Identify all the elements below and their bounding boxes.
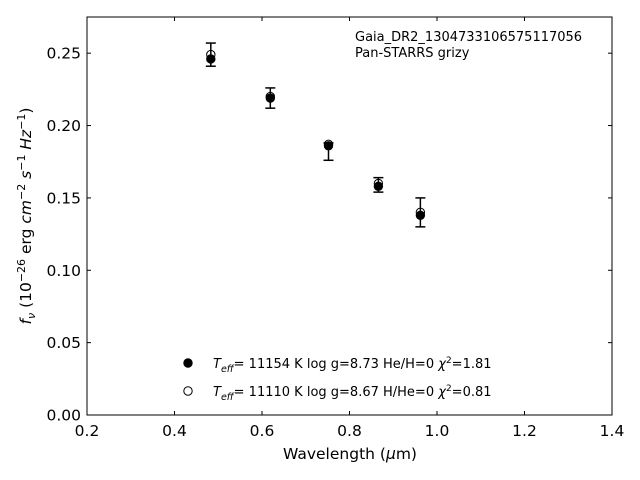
x-tick-label: 0.4 xyxy=(162,422,187,440)
x-tick-label: 1.4 xyxy=(600,422,625,440)
x-tick-label: 1.0 xyxy=(425,422,450,440)
data-points xyxy=(206,49,426,220)
open-model-point xyxy=(265,91,276,102)
open-model-point xyxy=(373,178,384,189)
object-name-annotation: Gaia_DR2_1304733106575117056 xyxy=(355,30,582,45)
legend-entry: Teff= 11154 K log g=8.73 He/H=0 χ2=1.81 xyxy=(213,356,492,375)
y-tick-label: 0.25 xyxy=(46,45,81,63)
legend: Teff= 11154 K log g=8.73 He/H=0 χ2=1.81 T… xyxy=(183,356,492,403)
x-axis-label: Wavelength (μm) xyxy=(283,445,417,463)
legend-filled-marker xyxy=(183,358,193,368)
open-model-point xyxy=(415,207,426,218)
y-tick-label: 0.15 xyxy=(46,189,81,207)
x-tick-label: 0.2 xyxy=(75,422,100,440)
y-tick-label: 0.00 xyxy=(46,407,81,425)
survey-annotation: Pan-STARRS grizy xyxy=(355,46,470,61)
x-tick-label: 0.6 xyxy=(250,422,275,440)
y-tick-label: 0.05 xyxy=(46,334,81,352)
x-tick-label: 1.2 xyxy=(512,422,537,440)
axis-ticks xyxy=(86,17,613,416)
y-tick-label: 0.10 xyxy=(46,262,81,280)
axis-tick-labels: 0.2 0.4 0.6 0.8 1.0 1.2 1.4 0.00 0.05 0.10 0.15 0.2… xyxy=(46,45,624,440)
filled-model-point xyxy=(415,210,426,220)
legend-open-marker xyxy=(183,386,193,396)
legend-entry: Teff= 11110 K log g=8.67 H/He=0 χ2=0.81 xyxy=(213,384,492,403)
y-tick-label: 0.20 xyxy=(46,117,81,135)
x-tick-label: 0.8 xyxy=(337,422,362,440)
open-model-point xyxy=(323,139,334,150)
filled-model-point xyxy=(373,181,384,192)
open-model-point xyxy=(206,49,216,60)
y-axis-label: fν (10−26 erg cm−2 s−1 Hz−1) xyxy=(15,108,38,325)
